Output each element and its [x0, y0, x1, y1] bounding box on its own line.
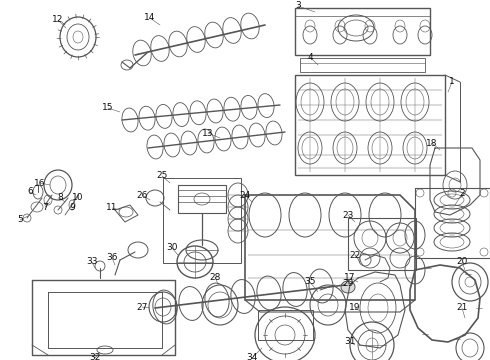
Text: 28: 28 [209, 273, 220, 282]
Text: 36: 36 [106, 253, 118, 262]
Bar [258, 310, 313, 340]
Text: 3: 3 [295, 1, 301, 10]
Text: 26: 26 [136, 190, 147, 199]
Text: 4: 4 [307, 53, 313, 62]
Text: 33: 33 [86, 257, 98, 266]
Text: 24: 24 [240, 190, 250, 199]
Text: 16: 16 [34, 179, 46, 188]
Bar [178, 185, 226, 213]
Text: 9: 9 [69, 203, 75, 212]
Text: 29: 29 [343, 279, 354, 288]
Text: 35: 35 [304, 278, 316, 287]
Text: 7: 7 [42, 202, 48, 211]
Text: 18: 18 [426, 139, 438, 148]
Text: 6: 6 [27, 188, 33, 197]
Text: 2: 2 [459, 189, 465, 198]
Text: 11: 11 [106, 203, 118, 212]
Text: 27: 27 [136, 302, 147, 311]
Text: 8: 8 [57, 194, 63, 202]
Text: 21: 21 [456, 303, 467, 312]
Text: 15: 15 [102, 104, 114, 112]
Text: 20: 20 [456, 257, 467, 266]
Bar [163, 178, 241, 263]
Text: 17: 17 [344, 274, 356, 283]
Text: 25: 25 [156, 171, 168, 180]
Text: 10: 10 [72, 194, 84, 202]
Text: 13: 13 [202, 129, 214, 138]
Text: 1: 1 [449, 77, 455, 86]
Text: 31: 31 [344, 338, 356, 346]
Ellipse shape [341, 281, 355, 293]
Text: 12: 12 [52, 15, 64, 24]
Bar [300, 58, 425, 72]
Text: 5: 5 [17, 216, 23, 225]
Bar [295, 8, 430, 55]
Bar [295, 75, 445, 175]
Text: 14: 14 [145, 13, 156, 22]
Bar [348, 218, 416, 270]
Text: 22: 22 [349, 251, 361, 260]
Text: 30: 30 [166, 243, 178, 252]
Text: 19: 19 [349, 303, 361, 312]
Text: 34: 34 [246, 354, 258, 360]
Text: 32: 32 [89, 354, 100, 360]
Text: 23: 23 [343, 211, 354, 220]
